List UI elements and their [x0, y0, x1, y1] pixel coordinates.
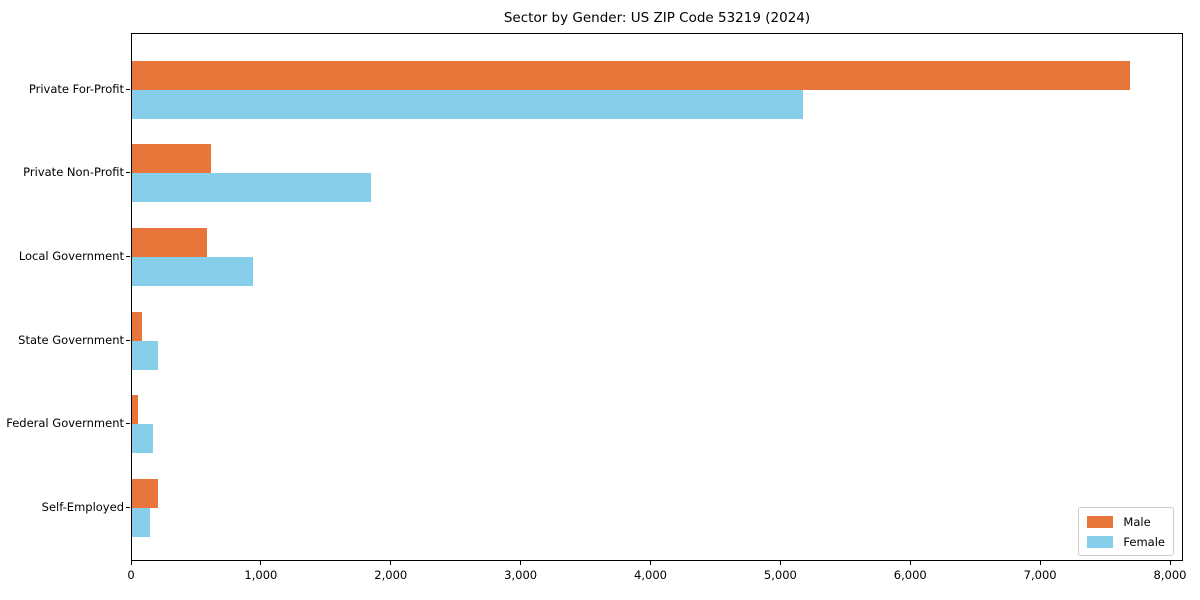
x-tick-label: 2,000: [374, 568, 408, 582]
x-tick-label: 7,000: [1023, 568, 1057, 582]
y-tick: [126, 339, 130, 341]
x-tick: [909, 561, 911, 565]
x-tick: [260, 561, 262, 565]
y-tick: [126, 88, 130, 90]
bar-female-federal-government: [132, 424, 153, 454]
x-tick-label: 4,000: [634, 568, 667, 582]
bar-male-state-government: [132, 311, 143, 341]
chart-title: Sector by Gender: US ZIP Code 53219 (202…: [503, 10, 811, 26]
bar-female-local-government: [132, 256, 253, 286]
bar-female-state-government: [132, 340, 158, 370]
bar-female-self-employed: [132, 508, 151, 537]
y-tick-label-local-government: Local Government: [18, 248, 124, 263]
x-tick: [779, 561, 781, 565]
legend-label-female: Female: [1123, 534, 1165, 549]
x-tick: [1169, 561, 1171, 565]
x-tick-label: 3,000: [504, 568, 538, 582]
x-tick: [1039, 561, 1041, 565]
legend-entry-female: Female: [1087, 534, 1165, 549]
y-tick: [126, 423, 130, 425]
x-tick: [650, 561, 651, 565]
y-tick: [126, 255, 130, 257]
x-tick: [520, 561, 522, 565]
bar-male-private-non-profit: [132, 144, 212, 174]
y-tick-label-private-for-profit: Private For-Profit: [28, 81, 124, 96]
bar-male-private-for-profit: [132, 60, 1131, 90]
y-tick-label-state-government: State Government: [18, 332, 124, 347]
y-tick-label-private-non-profit: Private Non-Profit: [23, 165, 124, 180]
x-tick-label: 1,000: [244, 568, 278, 582]
x-tick-label: 0: [127, 568, 135, 582]
x-tick-label: 8,000: [1153, 568, 1187, 582]
plot-area: [131, 33, 1183, 561]
y-tick: [126, 172, 130, 174]
x-tick-label: 6,000: [893, 568, 927, 582]
x-tick-label: 5,000: [763, 568, 797, 582]
legend-entry-male: Male: [1087, 514, 1165, 529]
bar-female-private-non-profit: [132, 173, 371, 203]
x-tick: [390, 561, 392, 565]
legend: Male Female: [1078, 507, 1174, 556]
legend-swatch-male: [1087, 515, 1114, 528]
legend-swatch-female: [1087, 535, 1114, 548]
bar-female-private-for-profit: [132, 89, 804, 119]
x-tick: [130, 561, 132, 565]
legend-label-male: Male: [1123, 514, 1151, 529]
y-tick-label-federal-government: Federal Government: [6, 416, 124, 431]
bar-male-federal-government: [132, 395, 139, 425]
bar-male-self-employed: [132, 479, 158, 508]
y-tick: [126, 507, 130, 508]
bar-male-local-government: [132, 227, 208, 257]
y-tick-label-self-employed: Self-Employed: [41, 500, 124, 514]
